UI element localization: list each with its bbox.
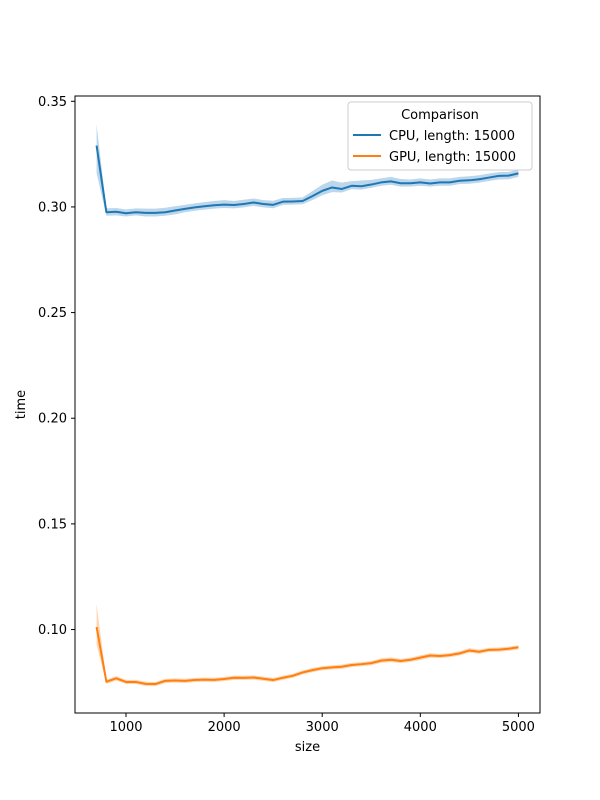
y-tick-label: 0.30 — [38, 200, 67, 215]
legend: Comparison CPU, length: 15000 GPU, lengt… — [347, 101, 533, 171]
series-lines — [95, 145, 519, 686]
x-tick-label: 3000 — [306, 720, 339, 735]
band-gpu — [96, 604, 519, 687]
y-axis-ticks: 0.10 0.15 0.20 0.25 0.30 0.35 — [38, 95, 75, 638]
x-tick-label: 5000 — [502, 720, 535, 735]
legend-entry-gpu: GPU, length: 15000 — [389, 150, 516, 165]
y-axis-label: time — [14, 390, 29, 419]
y-tick-label: 0.10 — [38, 623, 67, 638]
confidence-bands — [96, 124, 519, 687]
legend-box — [347, 101, 533, 171]
legend-title: Comparison — [401, 108, 479, 123]
x-tick-label: 4000 — [404, 720, 437, 735]
y-tick-label: 0.25 — [38, 306, 67, 321]
x-axis-label: size — [295, 740, 320, 755]
x-axis-ticks: 1000 2000 3000 4000 5000 — [109, 713, 535, 735]
x-tick-label: 2000 — [208, 720, 241, 735]
y-tick-label: 0.20 — [38, 412, 67, 427]
series-line-gpu — [95, 626, 519, 686]
plot-frame — [74, 95, 541, 714]
legend-entry-cpu: CPU, length: 15000 — [389, 129, 515, 144]
y-tick-label: 0.35 — [38, 95, 67, 110]
y-tick-label: 0.15 — [38, 517, 67, 532]
series-line-cpu — [95, 145, 519, 215]
x-tick-label: 1000 — [109, 720, 142, 735]
